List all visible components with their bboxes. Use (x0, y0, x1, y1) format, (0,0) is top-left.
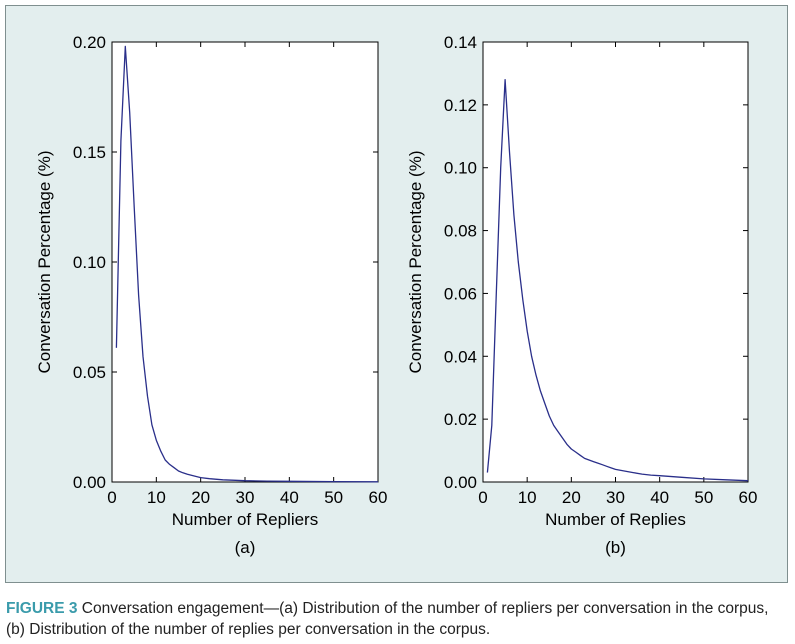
chart-b-x-tick-label: 10 (518, 488, 537, 507)
chart-a-x-tick-label: 60 (369, 488, 388, 507)
chart-a-x-tick-label: 10 (147, 488, 166, 507)
chart-b-y-tick-label: 0.12 (444, 96, 477, 115)
chart-b-x-axis-label: Number of Replies (545, 510, 686, 529)
chart-b-series-line (486, 79, 749, 482)
chart-a-x-tick-label: 20 (191, 488, 210, 507)
chart-b-x-tick-label: 30 (606, 488, 625, 507)
chart-a-x-tick-label: 0 (107, 488, 116, 507)
figure-caption: FIGURE 3 Conversation engagement—(a) Dis… (6, 598, 786, 640)
chart-a-y-axis-label: Conversation Percentage (%) (35, 150, 54, 373)
chart-b-x-tick-label: 40 (650, 488, 669, 507)
chart-a-y-tick-label: 0.20 (73, 33, 106, 52)
chart-a: 0 10 20 30 40 50 60 0.00 0.05 0.10 0.15 0.20 Number … (35, 33, 387, 557)
caption-label: FIGURE 3 (6, 600, 78, 617)
caption-text: Conversation engagement—(a) Distribution… (6, 600, 769, 638)
chart-b-x-tick-label: 0 (478, 488, 487, 507)
chart-b-y-tick-label: 0.10 (444, 159, 477, 178)
chart-b-y-tick-label: 0.14 (444, 33, 477, 52)
chart-a-y-tick-label: 0.10 (73, 253, 106, 272)
chart-b-x-tick-label: 50 (694, 488, 713, 507)
chart-a-panel-label: (a) (235, 538, 256, 557)
chart-a-x-tick-label: 30 (236, 488, 255, 507)
figure-charts: 0 10 20 30 40 50 60 0.00 0.05 0.10 0.15 0.20 Number … (35, 33, 757, 557)
chart-b-x-tick-label: 60 (739, 488, 758, 507)
chart-b-y-tick-label: 0.02 (444, 410, 477, 429)
chart-a-y-tick-label: 0.05 (73, 363, 106, 382)
chart-b-plot-area (482, 41, 749, 483)
chart-a-y-tick-label: 0.00 (73, 473, 106, 492)
chart-b-y-tick-label: 0.00 (444, 473, 477, 492)
chart-b: 0 10 20 30 40 50 60 0.00 0.02 0.04 0.06 0.08 0.10 0.1… (406, 33, 757, 557)
chart-b-y-tick-label: 0.04 (444, 347, 477, 366)
chart-a-series-line (115, 45, 379, 483)
chart-b-panel-label: (b) (605, 538, 626, 557)
chart-a-x-tick-label: 50 (324, 488, 343, 507)
chart-b-y-tick-label: 0.08 (444, 222, 477, 241)
chart-a-plot-area (111, 41, 379, 483)
chart-b-x-tick-label: 20 (562, 488, 581, 507)
chart-a-x-tick-label: 40 (280, 488, 299, 507)
chart-a-y-tick-label: 0.15 (73, 143, 106, 162)
chart-a-x-axis-label: Number of Repliers (172, 510, 318, 529)
chart-b-y-axis-label: Conversation Percentage (%) (406, 150, 425, 373)
chart-b-y-tick-label: 0.06 (444, 284, 477, 303)
